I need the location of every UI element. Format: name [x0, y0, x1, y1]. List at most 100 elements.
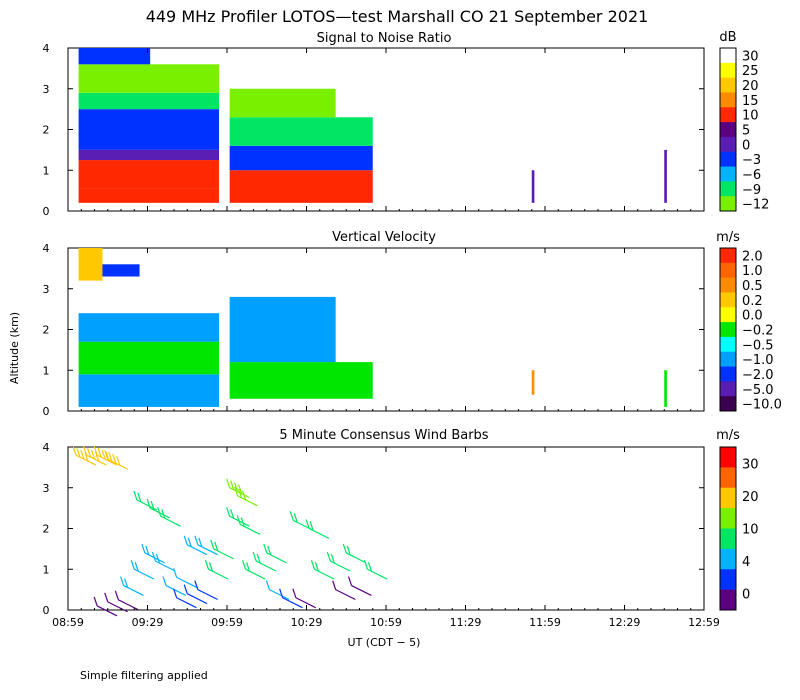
heatmap-band [664, 370, 667, 407]
wind-panel: 5 Minute Consensus Wind Barbs 08:59 09:29… [43, 428, 759, 629]
wind-barb [194, 580, 218, 601]
heatmap-band [229, 170, 373, 203]
colorbar-swatch [720, 181, 736, 197]
heatmap-band [78, 374, 220, 407]
colorbar-tick-label: 0.2 [742, 294, 763, 309]
wind-barb [173, 588, 197, 609]
y-tick-label: 0 [43, 205, 50, 218]
wind-barb [151, 551, 176, 572]
wind-barb [363, 560, 388, 580]
colorbar-tick-label: −10.0 [742, 398, 782, 413]
wind-barb [204, 560, 229, 580]
colorbar-swatch [720, 589, 736, 611]
wind-barb [157, 507, 181, 527]
wind-barb [226, 478, 250, 499]
wind-panel-title: 5 Minute Consensus Wind Barbs [279, 428, 488, 443]
heatmap-band [78, 149, 220, 161]
y-tick-label: 3 [43, 482, 50, 495]
colorbar-swatch [720, 92, 736, 108]
x-tick-label: 09:29 [132, 616, 164, 629]
colorbar-tick-label: 5 [742, 124, 750, 139]
x-tick-label: 12:59 [688, 616, 720, 629]
colorbar-swatch [720, 307, 736, 323]
colorbar-swatch [720, 569, 736, 591]
colorbar-swatch [720, 366, 736, 382]
colorbar-swatch [720, 77, 736, 93]
colorbar-tick-label: −3 [742, 153, 761, 168]
colorbar-swatch [720, 196, 736, 212]
colorbar-swatch [720, 62, 736, 79]
velocity-colorbar-unit: m/s [716, 230, 740, 245]
snr-colorbar-unit: dB [719, 30, 736, 45]
heatmap-band [78, 313, 220, 342]
colorbar-tick-label: 15 [742, 94, 759, 109]
wind-barb [93, 596, 118, 617]
x-tick-label: 09:59 [211, 616, 243, 629]
wind-axes: 08:59 09:29 09:59 10:29 10:59 11:29 11:59 12:29… [43, 441, 720, 629]
wind-barb [326, 551, 351, 572]
wind-barb [104, 450, 128, 470]
colorbar-swatch [720, 381, 736, 397]
colorbar-swatch [720, 151, 736, 168]
colorbar-tick-label: −2.0 [742, 368, 774, 383]
heatmap-band [78, 92, 220, 110]
y-tick-label: 2 [43, 523, 50, 536]
heatmap-band [78, 188, 220, 203]
colorbar-tick-label: 20 [742, 490, 759, 505]
wind-barb [183, 535, 208, 556]
colorbar-swatch [720, 122, 736, 138]
colorbar-tick-label: 10 [742, 109, 759, 124]
y-tick-label: 4 [43, 441, 50, 454]
y-tick-label: 2 [43, 324, 50, 337]
velocity-colorbar: 2.01.00.50.20.0−0.2−0.5−1.0−2.0−5.0−10.0 [719, 247, 782, 413]
y-tick-label: 1 [43, 364, 50, 377]
wind-barb [130, 560, 155, 580]
wind-data [72, 445, 388, 617]
colorbar-swatch [720, 487, 736, 509]
x-tick-label: 08:59 [52, 616, 84, 629]
heatmap-band [78, 109, 220, 150]
heatmap-band [229, 362, 373, 399]
wind-barb [162, 576, 187, 596]
y-tick-label: 0 [43, 604, 50, 617]
colorbar-swatch [720, 548, 736, 570]
colorbar-tick-label: 0 [742, 138, 750, 153]
heatmap-band [531, 370, 535, 395]
colorbar-tick-label: −0.5 [742, 338, 774, 353]
colorbar-swatch [720, 48, 736, 64]
colorbar-swatch [720, 136, 736, 153]
wind-barb [265, 580, 290, 601]
colorbar-tick-label: 4 [742, 555, 750, 570]
x-tick-label: 10:29 [291, 616, 323, 629]
wind-barb [210, 539, 234, 560]
y-axis-label: Altitude (km) [8, 312, 21, 384]
colorbar-tick-label: −12 [742, 198, 769, 213]
heatmap-band [78, 248, 103, 281]
colorbar-swatch [720, 262, 736, 279]
x-tick-label: 11:29 [450, 616, 482, 629]
colorbar-swatch [720, 467, 736, 489]
velocity-axes: 0 1 2 3 4 [43, 242, 705, 418]
heatmap-band [229, 88, 336, 118]
wind-plot-frame [67, 446, 705, 611]
x-axis-label: UT (CDT − 5) [348, 636, 421, 649]
wind-barb [252, 551, 277, 572]
wind-colorbar: 30 20 10 4 0 [719, 446, 759, 611]
colorbar-swatch [720, 336, 736, 353]
y-tick-label: 4 [43, 242, 50, 255]
y-tick-label: 0 [43, 405, 50, 418]
colorbar-tick-label: 30 [742, 457, 759, 472]
colorbar-swatch [720, 107, 736, 123]
colorbar-tick-label: 0 [742, 588, 750, 603]
wind-barb [72, 445, 97, 466]
wind-barb [234, 486, 258, 507]
colorbar-tick-label: 1.0 [742, 264, 763, 279]
wind-barb [310, 560, 335, 580]
heatmap-band [229, 145, 373, 171]
heatmap-band [78, 48, 151, 65]
y-tick-label: 1 [43, 563, 50, 576]
colorbar-tick-label: 25 [742, 64, 759, 79]
x-tick-label: 11:59 [529, 616, 561, 629]
